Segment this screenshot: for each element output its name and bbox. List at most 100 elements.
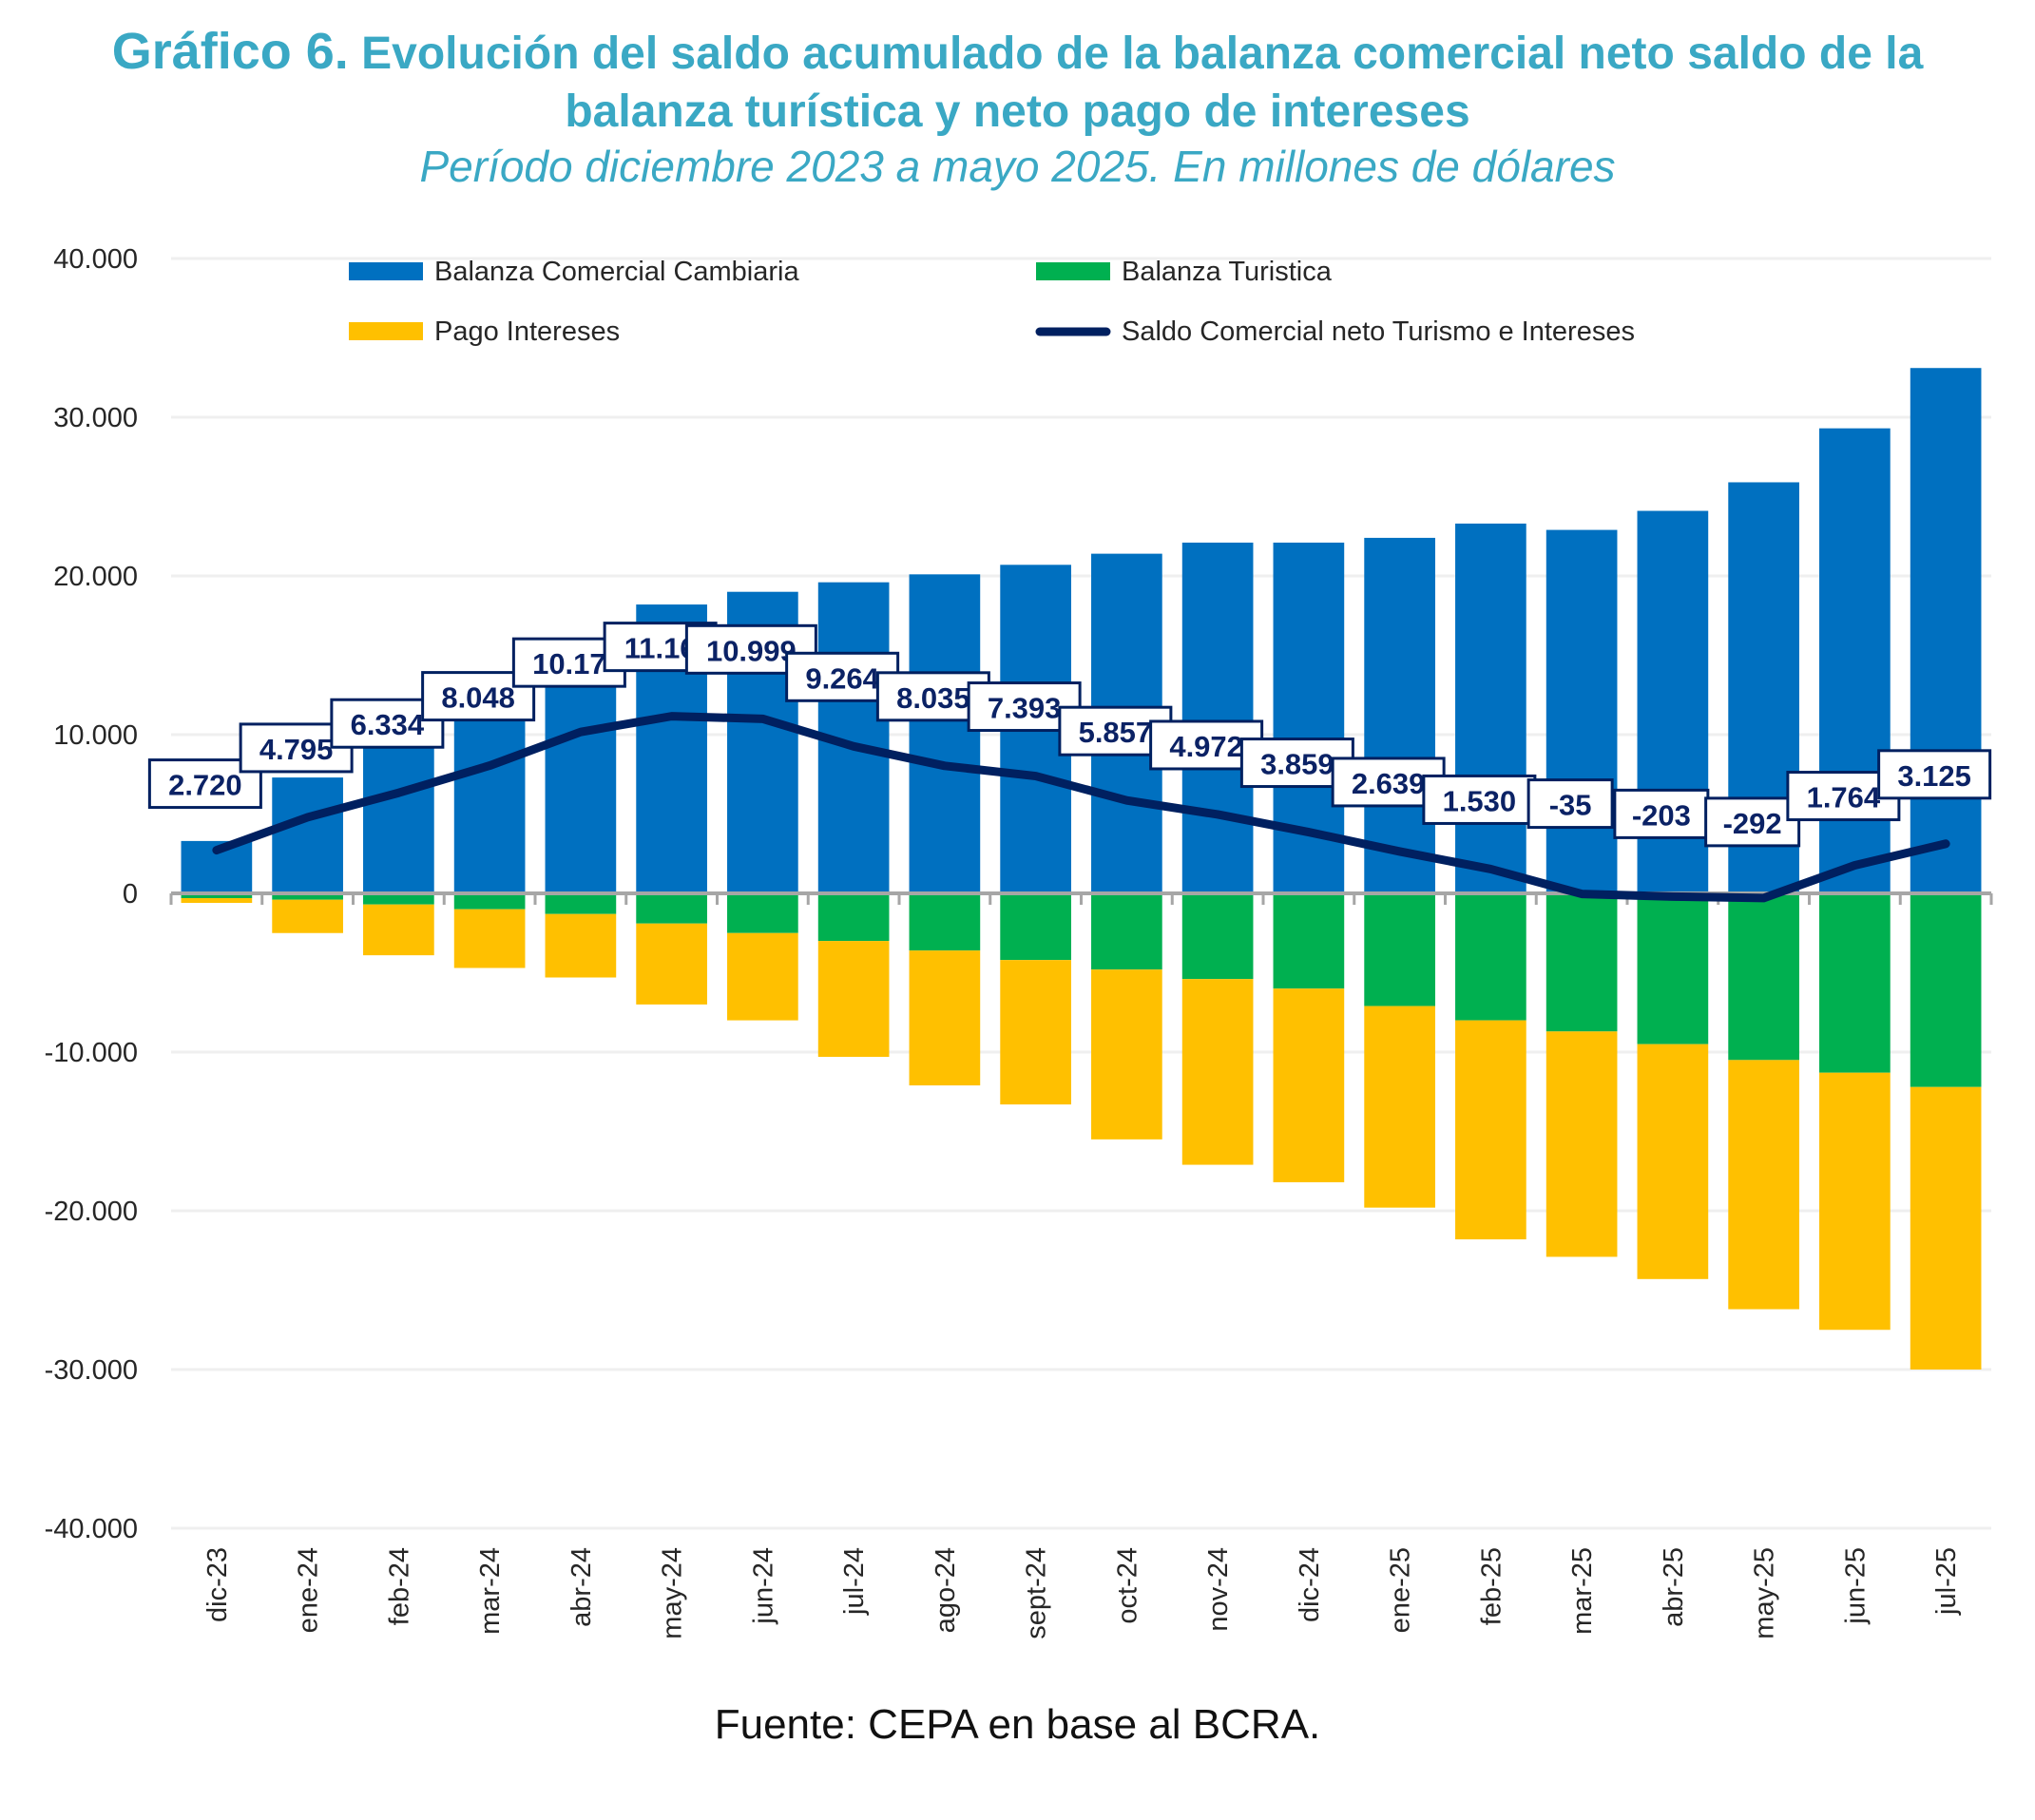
x-tick-label: mar-24 [475,1547,506,1635]
bar-balanza-turistica [727,893,798,933]
data-label-text: 4.795 [259,733,334,766]
data-label-text: 3.125 [1897,759,1971,793]
bar-balanza-turistica [1273,893,1345,989]
bar-balanza-comercial [545,647,617,893]
data-label: 8.035 [875,671,990,722]
legend-label: Balanza Turistica [1122,257,1333,287]
x-tick-label: dic-23 [202,1547,233,1622]
data-label-box [1526,778,1614,830]
y-axis-ticks: 40.000 30.000 20.000 10.000 0 -10.000 -20.000 -… [45,244,138,1544]
y-tick-label: -40.000 [45,1514,138,1544]
legend: Balanza Comercial Cambiaria Balanza Turis… [349,257,1635,347]
x-tick-label: abr-24 [566,1547,597,1627]
data-label-box [1704,796,1801,848]
legend-label: Pago Intereses [434,316,620,347]
bar-pago-intereses [909,950,981,1086]
bar-balanza-turistica [636,893,707,924]
bar-pago-intereses [1819,1072,1891,1331]
bar-balanza-turistica [1545,893,1618,1032]
data-label-text: 5.857 [1079,716,1153,749]
data-labels: 2.720 4.795 6.334 8.048 10.17 11.16 10.9999.26… [147,622,1992,848]
x-tick-label: mar-25 [1567,1547,1598,1635]
legend-label: Saldo Comercial neto Turismo e Intereses [1122,316,1635,347]
bar-balanza-turistica [1819,893,1891,1073]
bar-pago-intereses [545,913,617,978]
data-label: -292 [1704,796,1801,848]
data-label-text: 7.393 [988,692,1062,725]
x-tick-label: jun-25 [1840,1547,1871,1625]
x-tick-label: feb-25 [1476,1547,1507,1625]
y-tick-label: 30.000 [53,403,138,433]
chart-title-line2: balanza turística y neto pago de interes… [565,86,1470,137]
bar-balanza-comercial [909,574,981,893]
saldo-line-path [212,712,1950,903]
bar-balanza-comercial [272,777,343,893]
bar-balanza-turistica [363,893,434,905]
source-note: Fuente: CEPA en base al BCRA. [714,1701,1321,1748]
x-tick-label: jul-24 [839,1547,870,1616]
legend-swatch [349,262,423,280]
bar-pago-intereses [636,923,707,1005]
x-tick-label: ene-25 [1386,1547,1416,1633]
legend-swatch [1036,262,1110,280]
bar-pago-intereses [1273,988,1345,1182]
bar-pago-intereses [363,904,434,956]
bar-balanza-comercial [1910,368,1982,894]
data-label: 10.999 [684,623,817,675]
data-label-text: 8.035 [896,681,970,715]
data-label: 2.720 [147,758,262,810]
bar-balanza-turistica [545,893,617,914]
y-tick-label: -20.000 [45,1197,138,1227]
data-label: 1.530 [1422,774,1537,825]
bar-balanza-comercial [1819,428,1891,893]
data-label-text: -292 [1723,807,1782,840]
bar-pago-intereses [1910,1086,1982,1370]
data-label-text: -35 [1549,789,1592,822]
legend-label: Balanza Comercial Cambiaria [434,257,799,287]
y-tick-label: -30.000 [45,1355,138,1386]
bar-pago-intereses [1637,1044,1709,1279]
bar-balanza-turistica [272,893,343,900]
y-tick-label: 40.000 [53,244,138,275]
data-label-text: 11.16 [624,632,697,665]
bar-pago-intereses [272,899,343,933]
bar-balanza-turistica [1000,893,1071,961]
bar-balanza-turistica [1181,893,1254,980]
bar-pago-intereses [1091,969,1162,1140]
bar-balanza-turistica [1728,893,1799,1061]
bar-pago-intereses [727,932,798,1021]
data-label-box [1877,749,1992,800]
bar-pago-intereses [1364,1006,1435,1208]
bar-balanza-comercial [453,691,526,893]
bar-pago-intereses [1455,1020,1526,1240]
bars [181,368,1982,1370]
bar-balanza-comercial [1364,537,1435,893]
x-tick-label: abr-25 [1659,1547,1689,1627]
x-tick-label: dic-24 [1295,1547,1325,1622]
bar-pago-intereses [453,909,526,968]
y-tick-label: 10.000 [53,720,138,751]
data-label-text: 9.264 [805,661,879,695]
data-label-text: 10.999 [706,634,797,667]
bar-balanza-comercial [363,731,434,893]
chart-title-rest: Evolución del saldo acumulado de la bala… [348,29,1924,79]
bar-balanza-turistica [181,893,253,899]
bar-balanza-turistica [1910,893,1982,1087]
chart-subtitle: Período diciembre 2023 a mayo 2025. En m… [419,142,1616,191]
x-tick-label: jun-24 [748,1547,778,1625]
bar-pago-intereses [1728,1060,1799,1310]
saldo-line [212,712,1950,903]
data-label-text: 1.764 [1807,781,1881,814]
data-label: 3.125 [1877,749,1992,800]
bar-pago-intereses [1545,1031,1618,1257]
bar-pago-intereses [1181,979,1254,1165]
data-label-text: 2.639 [1352,767,1426,800]
data-label: -35 [1526,778,1614,830]
data-label-text: 6.334 [351,708,425,741]
bar-pago-intereses [817,941,890,1058]
bar-balanza-comercial [1455,523,1526,893]
bar-balanza-comercial [1181,542,1254,893]
y-tick-label: 0 [123,879,138,910]
data-label-text: 8.048 [441,681,515,715]
x-tick-label: feb-24 [384,1547,414,1625]
